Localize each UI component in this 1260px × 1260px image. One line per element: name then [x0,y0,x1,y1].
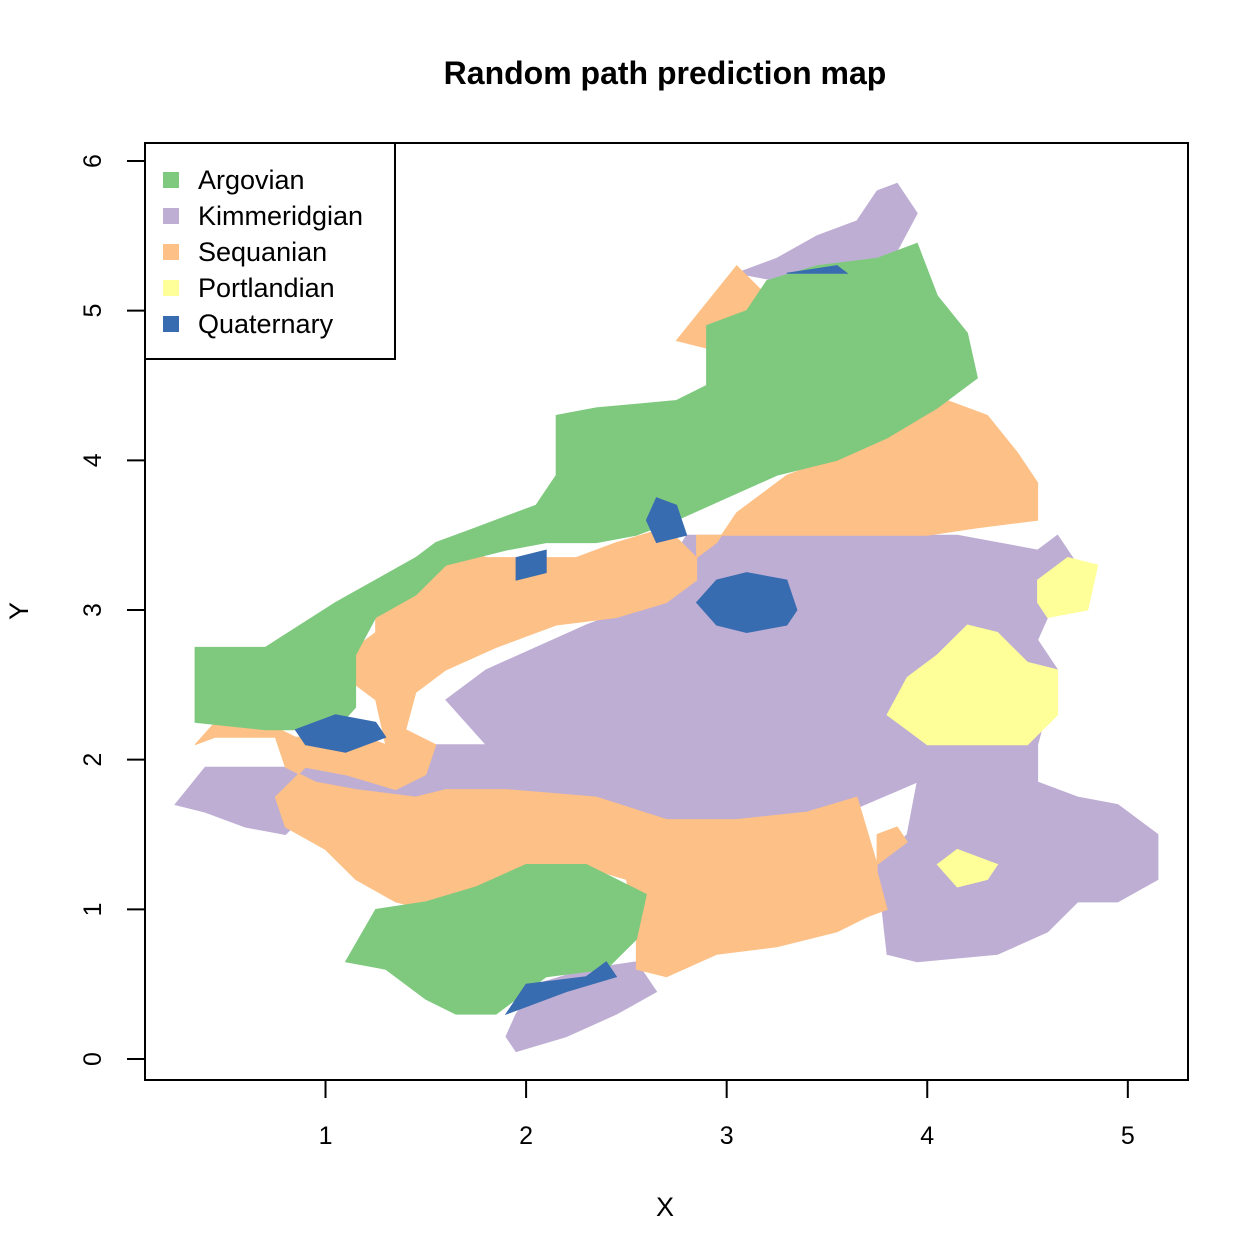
legend: Argovian Kimmeridgian Sequanian Portlandian… [144,142,396,360]
legend-label-sequanian: Sequanian [198,237,327,267]
x-tick-label: 1 [319,1122,333,1150]
legend-box [144,142,396,360]
y-tick-label: 1 [79,902,107,916]
x-axis: 1 2 3 4 5 [319,1079,1135,1150]
region-quaternary [294,714,387,753]
region-quaternary [504,961,618,1016]
region-argovian [344,864,647,1015]
legend-swatch-quaternary [163,316,179,332]
region-quaternary [515,549,547,581]
legend-swatch-sequanian [163,244,179,260]
map-title: Random path prediction map [444,55,887,91]
y-axis-label: Y [4,602,34,620]
legend-label-quaternary: Quaternary [198,309,334,339]
legend-label-argovian: Argovian [198,165,305,195]
region-portlandian [886,624,1059,746]
y-tick-label: 6 [79,154,107,168]
x-axis-label: X [656,1192,674,1222]
legend-swatch-portlandian [163,280,179,296]
y-tick-label: 2 [79,753,107,767]
legend-label-kimmeridgian: Kimmeridgian [198,201,363,231]
legend-swatch-kimmeridgian [163,208,179,224]
region-quaternary [645,497,688,544]
x-tick-label: 2 [519,1122,533,1150]
y-tick-label: 5 [79,304,107,318]
region-portlandian [936,848,999,888]
region-quaternary [786,265,849,274]
x-tick-label: 4 [920,1122,934,1150]
y-tick-label: 3 [79,603,107,617]
y-axis: 0 1 2 3 4 5 6 [79,154,146,1066]
y-tick-label: 4 [79,453,107,467]
legend-label-portlandian: Portlandian [198,273,335,303]
regions-layer [174,182,1159,1053]
region-quaternary [695,572,798,634]
region-portlandian [1037,557,1099,619]
y-tick-label: 0 [79,1052,107,1066]
x-tick-label: 3 [720,1122,734,1150]
legend-swatch-argovian [163,172,179,188]
region-argovian [194,242,978,731]
x-tick-label: 5 [1121,1122,1135,1150]
